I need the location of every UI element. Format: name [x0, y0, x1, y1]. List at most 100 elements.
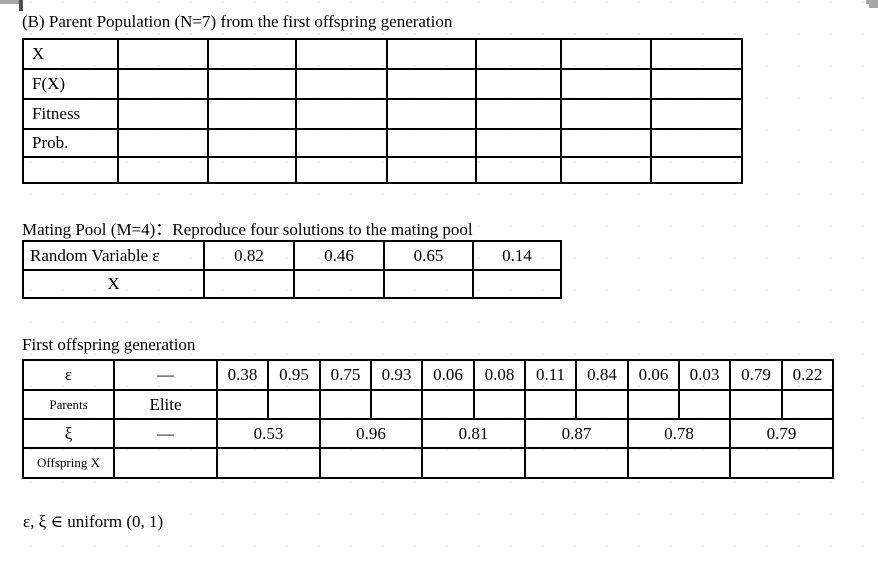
xi-value-cell: 0.78 [627, 418, 731, 449]
empty-cell [421, 389, 475, 420]
empty-cell [560, 68, 652, 100]
empty-cell [560, 128, 652, 158]
empty-cell [207, 128, 297, 158]
uniform-distribution-note: ε, ξ ∈ uniform (0, 1) [23, 512, 164, 531]
empty-cell [475, 38, 562, 70]
epsilon-value-cell: 0.46 [293, 240, 385, 271]
empty-cell [650, 128, 743, 158]
epsilon-value-cell: 0.84 [575, 359, 629, 391]
row-label-epsilon: ε [22, 359, 115, 391]
empty-cell [472, 269, 562, 299]
empty-cell [207, 156, 297, 184]
empty-cell [267, 389, 321, 420]
xi-row: ξ — 0.53 0.96 0.81 0.87 0.78 0.79 [22, 418, 834, 449]
row-label-x: X [22, 269, 205, 299]
empty-cell [678, 389, 731, 420]
empty-cell [203, 269, 295, 299]
empty-cell [781, 389, 834, 420]
empty-cell [421, 447, 526, 479]
epsilon-value-cell: 0.75 [319, 359, 372, 391]
empty-cell [216, 389, 269, 420]
empty-cell [386, 68, 477, 100]
top-right-ui-fragment [866, 0, 878, 4]
empty-cell [650, 38, 743, 70]
empty-cell [295, 156, 388, 184]
offspring-x-row: Offspring X [22, 447, 834, 479]
empty-cell [524, 447, 629, 479]
empty-cell [295, 38, 388, 70]
top-right-ui-fragment-step [869, 4, 878, 8]
empty-cell [386, 128, 477, 158]
empty-cell [117, 38, 209, 70]
empty-cell [627, 447, 731, 479]
epsilon-value-cell: 0.08 [473, 359, 526, 391]
empty-cell [475, 156, 562, 184]
parents-row: Parents Elite [22, 389, 834, 420]
empty-cell [117, 68, 209, 100]
table-row: Random Variable ε 0.82 0.46 0.65 0.14 [22, 240, 562, 271]
empty-cell [650, 156, 743, 184]
row-label-parents: Parents [22, 389, 115, 420]
empty-cell [575, 389, 629, 420]
epsilon-value-cell: 0.06 [627, 359, 680, 391]
top-left-ui-fragment-dark [19, 0, 23, 11]
empty-cell [473, 389, 526, 420]
empty-cell [650, 98, 743, 130]
epsilon-value-cell: 0.95 [267, 359, 321, 391]
empty-cell [207, 68, 297, 100]
empty-cell [383, 269, 474, 299]
table-row: Fitness [22, 98, 743, 130]
elite-empty-cell [113, 447, 218, 479]
epsilon-value-cell: 0.38 [216, 359, 269, 391]
xi-value-cell: 0.87 [524, 418, 629, 449]
epsilon-value-cell: 0.79 [729, 359, 783, 391]
table-row [22, 156, 743, 184]
epsilon-value-cell: 0.06 [421, 359, 475, 391]
xi-value-cell: 0.53 [216, 418, 321, 449]
empty-cell [386, 38, 477, 70]
row-label-prob: Prob. [22, 128, 119, 158]
empty-cell [117, 98, 209, 130]
table-row: X [22, 269, 562, 299]
empty-cell [319, 447, 423, 479]
empty-cell [293, 269, 385, 299]
empty-cell [475, 68, 562, 100]
empty-cell [216, 447, 321, 479]
epsilon-value-cell: 0.82 [203, 240, 295, 271]
empty-cell [295, 128, 388, 158]
first-offspring-table: ε — 0.38 0.95 0.75 0.93 0.06 0.08 0.11 0… [22, 359, 834, 479]
row-label-empty [22, 156, 119, 184]
empty-cell [627, 389, 680, 420]
row-label-offspring-x: Offspring X [22, 447, 115, 479]
empty-cell [475, 98, 562, 130]
epsilon-value-cell: 0.14 [472, 240, 562, 271]
empty-cell [386, 98, 477, 130]
xi-value-cell: 0.79 [729, 418, 834, 449]
empty-cell [295, 98, 388, 130]
table-row: Prob. [22, 128, 743, 158]
row-label-fx: F(X) [22, 68, 119, 100]
xi-value-cell: 0.96 [319, 418, 423, 449]
empty-cell [729, 447, 834, 479]
elite-dash-cell: — [113, 359, 218, 391]
elite-cell: Elite [113, 389, 218, 420]
empty-cell [117, 156, 209, 184]
first-offspring-title: First offspring generation [22, 335, 196, 354]
empty-cell [319, 389, 372, 420]
empty-cell [386, 156, 477, 184]
table-row: X [22, 38, 743, 70]
empty-cell [295, 68, 388, 100]
epsilon-value-cell: 0.93 [370, 359, 423, 391]
empty-cell [560, 38, 652, 70]
epsilon-value-cell: 0.65 [383, 240, 474, 271]
empty-cell [370, 389, 423, 420]
section-b-title: (B) Parent Population (N=7) from the fir… [22, 12, 453, 31]
row-label-xi: ξ [22, 418, 115, 449]
epsilon-value-cell: 0.22 [781, 359, 834, 391]
epsilon-value-cell: 0.11 [524, 359, 577, 391]
empty-cell [117, 128, 209, 158]
top-left-ui-fragment [0, 0, 19, 4]
elite-dash-cell: — [113, 418, 218, 449]
epsilon-value-cell: 0.03 [678, 359, 731, 391]
